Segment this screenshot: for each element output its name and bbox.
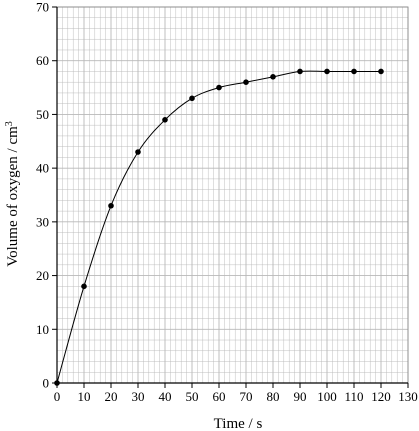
- x-tick-label: 80: [267, 389, 280, 404]
- data-point: [243, 79, 249, 85]
- x-tick-label: 50: [186, 389, 199, 404]
- axes: [52, 6, 409, 388]
- x-tick-label: 100: [317, 389, 337, 404]
- x-tick-label: 90: [294, 389, 307, 404]
- x-tick-label: 30: [132, 389, 145, 404]
- y-tick-label: 50: [36, 107, 49, 122]
- data-points: [54, 68, 384, 386]
- x-tick-label: 40: [159, 389, 172, 404]
- y-tick-label: 10: [36, 322, 49, 337]
- data-point: [162, 117, 168, 123]
- data-point: [351, 68, 357, 75]
- x-tick-label: 20: [105, 389, 118, 404]
- y-tick-label: 40: [36, 161, 49, 176]
- data-point: [378, 68, 384, 75]
- x-tick-label: 70: [240, 389, 253, 404]
- x-tick-label: 130: [398, 389, 418, 404]
- data-point: [81, 283, 87, 290]
- y-tick-label: 60: [36, 53, 49, 68]
- x-tick-label: 110: [344, 389, 363, 404]
- y-tick-label: 70: [36, 0, 49, 15]
- data-point: [270, 74, 276, 80]
- data-point: [324, 68, 330, 75]
- y-tick-label: 20: [36, 268, 49, 283]
- data-point: [297, 68, 303, 75]
- x-tick-label: 120: [371, 389, 391, 404]
- y-axis-label-superscript: 3: [4, 121, 15, 126]
- plot-frame: [56, 6, 409, 384]
- y-tick-label: 0: [43, 376, 50, 391]
- data-point: [216, 84, 222, 91]
- y-tick-label: 30: [36, 214, 49, 229]
- y-axis-label-main: Volume of oxygen / cm: [5, 126, 21, 267]
- data-point: [189, 95, 195, 102]
- x-tick-label: 0: [54, 389, 61, 404]
- x-tick-label: 60: [213, 389, 226, 404]
- grid: [56, 6, 409, 384]
- tick-labels: 0 10 20 30 40 50 60 70 80 90 100 110 120 130 0 10 20 30 40…: [36, 0, 418, 404]
- data-point: [135, 149, 141, 155]
- y-axis-label: Volume of oxygen / cm3: [4, 121, 21, 267]
- data-point: [54, 380, 60, 386]
- x-axis-label: Time / s: [214, 416, 263, 431]
- data-point: [108, 202, 114, 209]
- x-tick-label: 10: [78, 389, 91, 404]
